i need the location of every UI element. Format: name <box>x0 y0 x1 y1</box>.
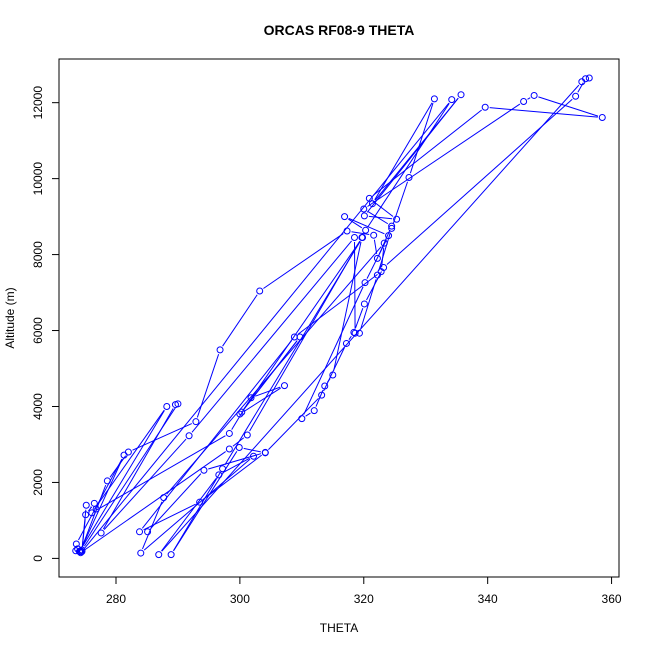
x-tick-label: 340 <box>478 592 498 606</box>
x-tick-label: 320 <box>354 592 374 606</box>
y-tick-label: 2000 <box>31 469 45 496</box>
y-axis-label: Altitude (m) <box>3 287 17 348</box>
x-tick-label: 280 <box>106 592 126 606</box>
y-tick-label: 8000 <box>31 241 45 268</box>
y-tick-label: 10000 <box>31 162 45 196</box>
y-tick-label: 6000 <box>31 317 45 344</box>
y-tick-label: 0 <box>31 555 45 562</box>
x-tick-label: 300 <box>230 592 250 606</box>
y-tick-label: 12000 <box>31 86 45 120</box>
x-axis-label: THETA <box>320 621 358 635</box>
chart-title: ORCAS RF08-9 THETA <box>264 22 415 38</box>
y-tick-label: 4000 <box>31 393 45 420</box>
series-line-segment <box>355 242 356 329</box>
x-tick-label: 360 <box>602 592 622 606</box>
series-line-segment <box>90 507 92 508</box>
